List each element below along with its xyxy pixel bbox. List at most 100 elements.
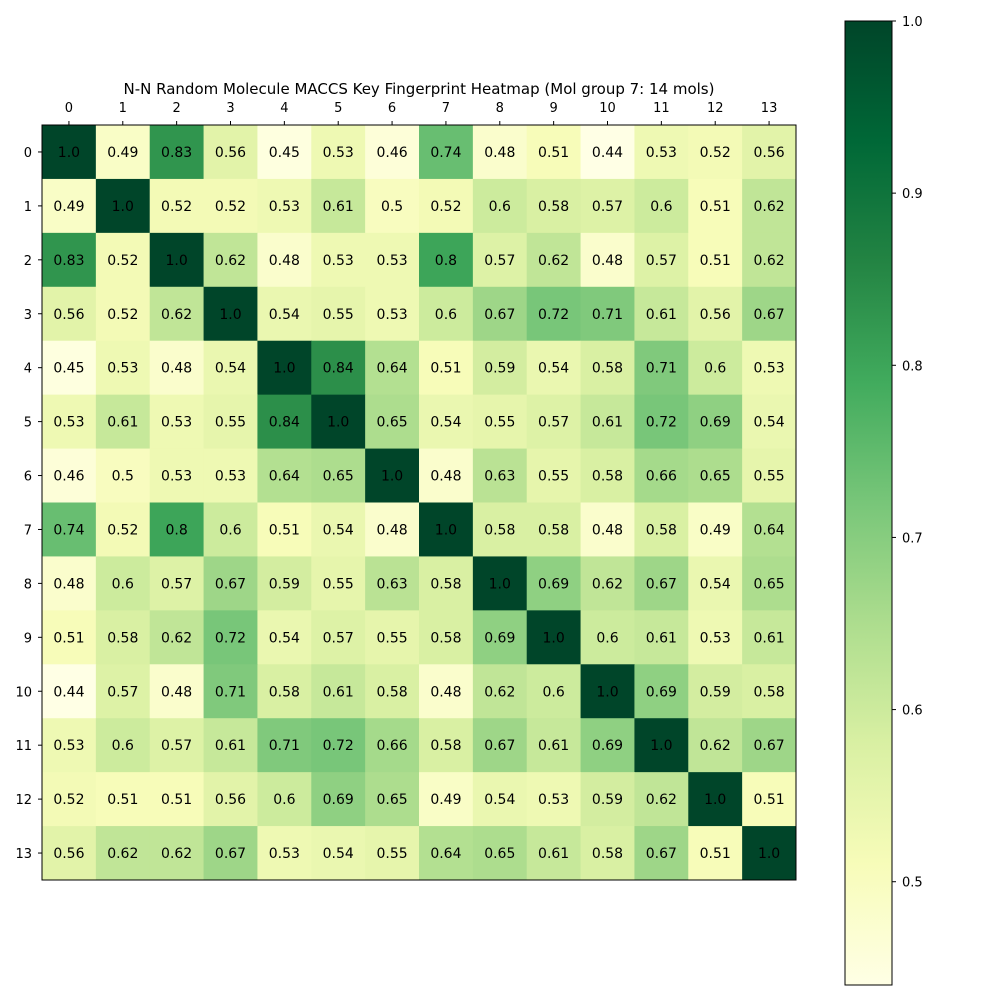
cell-value-label: 0.69 <box>700 415 731 431</box>
heatmap-cell <box>203 286 258 342</box>
cell-value-label: 0.59 <box>484 361 515 377</box>
heatmap-cell <box>365 125 420 180</box>
heatmap-cell-labels: 1.0 0.49 0.83 0.56 0.45 0.53 0.46 0.74 0.48 0.51 0… <box>53 145 784 862</box>
y-tick-label: 6 <box>24 470 32 485</box>
cell-value-label: 0.67 <box>484 738 515 754</box>
heatmap-cell <box>472 178 528 234</box>
heatmap-cell <box>419 394 474 450</box>
cell-value-label: 0.49 <box>53 199 84 215</box>
heatmap-cell <box>257 556 312 611</box>
heatmap-cell <box>149 718 205 773</box>
heatmap-cell <box>257 394 312 450</box>
heatmap-cell <box>257 772 312 827</box>
heatmap-cell <box>472 826 528 881</box>
cell-value-label: 0.61 <box>323 199 354 215</box>
heatmap-cell <box>365 664 420 719</box>
cell-value-label: 0.58 <box>430 576 461 592</box>
heatmap-cell <box>472 664 528 719</box>
heatmap-cell <box>311 556 366 611</box>
heatmap-cell <box>365 718 420 773</box>
heatmap-cell <box>42 718 97 773</box>
cell-value-label: 0.54 <box>215 361 246 377</box>
cell-value-label: 0.48 <box>53 576 84 592</box>
cell-value-label: 0.52 <box>215 199 246 215</box>
heatmap-cell <box>95 664 151 719</box>
heatmap-cell <box>149 664 205 719</box>
cell-value-label: 0.6 <box>704 361 726 377</box>
cell-value-label: 0.8 <box>435 253 457 269</box>
heatmap-cell <box>526 232 582 288</box>
cell-value-label: 0.5 <box>381 199 403 215</box>
cell-value-label: 0.62 <box>107 846 138 862</box>
y-tick-label: 10 <box>15 685 32 700</box>
cell-value-label: 1.0 <box>381 469 403 485</box>
chart-title: N-N Random Molecule MACCS Key Fingerprin… <box>124 80 715 98</box>
heatmap-cell <box>257 718 312 773</box>
cell-value-label: 0.71 <box>269 738 300 754</box>
heatmap-cell <box>149 340 205 396</box>
cell-value-label: 1.0 <box>58 145 80 161</box>
cell-value-label: 0.54 <box>269 307 300 323</box>
heatmap-cell <box>311 394 366 450</box>
heatmap-cell <box>580 125 635 180</box>
heatmap-cell <box>149 232 205 288</box>
cell-value-label: 0.53 <box>538 792 569 808</box>
heatmap-cell <box>311 502 366 557</box>
heatmap-cell <box>580 286 635 342</box>
heatmap-cell <box>472 772 528 827</box>
heatmap-cell <box>42 610 97 665</box>
colorbar-frame <box>844 20 893 986</box>
cell-value-label: 1.0 <box>112 199 134 215</box>
cell-value-label: 0.53 <box>269 846 300 862</box>
heatmap-cell <box>311 664 366 719</box>
cell-value-label: 0.54 <box>538 361 569 377</box>
heatmap-cell <box>203 232 258 288</box>
heatmap-cell <box>419 502 474 557</box>
heatmap-cell <box>580 340 635 396</box>
cell-value-label: 0.53 <box>700 630 731 646</box>
colorbar-tick-label: 0.7 <box>902 531 923 546</box>
heatmap-cell <box>580 232 635 288</box>
heatmap-cell <box>580 178 635 234</box>
heatmap-cell <box>42 502 97 557</box>
heatmap-cell <box>42 448 97 503</box>
cell-value-label: 0.56 <box>700 307 731 323</box>
heatmap-cell <box>634 448 689 503</box>
cell-value-label: 0.58 <box>753 684 784 700</box>
heatmap-cell <box>634 826 689 881</box>
heatmap-cell <box>95 232 151 288</box>
cell-value-label: 0.44 <box>592 145 623 161</box>
heatmap-cell <box>742 178 797 234</box>
cell-value-label: 0.58 <box>484 522 515 538</box>
cell-value-label: 0.59 <box>700 684 731 700</box>
cell-value-label: 0.56 <box>753 145 784 161</box>
heatmap-cell <box>526 772 582 827</box>
heatmap-cell <box>95 502 151 557</box>
cell-value-label: 0.65 <box>753 576 784 592</box>
cell-value-label: 0.72 <box>646 415 677 431</box>
cell-value-label: 0.51 <box>53 630 84 646</box>
heatmap-cell <box>365 556 420 611</box>
heatmap-cell <box>95 826 151 881</box>
cell-value-label: 0.53 <box>376 253 407 269</box>
cell-value-label: 1.0 <box>596 684 618 700</box>
cell-value-label: 1.0 <box>543 630 565 646</box>
colorbar-tick-label: 0.5 <box>902 876 923 891</box>
heatmap-cell <box>742 232 797 288</box>
heatmap-cell <box>311 232 366 288</box>
cell-value-label: 0.62 <box>161 307 192 323</box>
cell-value-label: 1.0 <box>327 415 349 431</box>
heatmap-cell <box>742 826 797 881</box>
cell-value-label: 0.48 <box>161 684 192 700</box>
heatmap-cell <box>419 772 474 827</box>
heatmap-cell <box>634 664 689 719</box>
y-tick-label: 4 <box>24 362 32 377</box>
heatmap-cell <box>580 610 635 665</box>
cell-value-label: 0.61 <box>646 630 677 646</box>
heatmap-cell <box>580 826 635 881</box>
cell-value-label: 0.67 <box>646 576 677 592</box>
cell-value-label: 0.58 <box>430 630 461 646</box>
cell-value-label: 0.48 <box>376 522 407 538</box>
heatmap-cell <box>526 664 582 719</box>
